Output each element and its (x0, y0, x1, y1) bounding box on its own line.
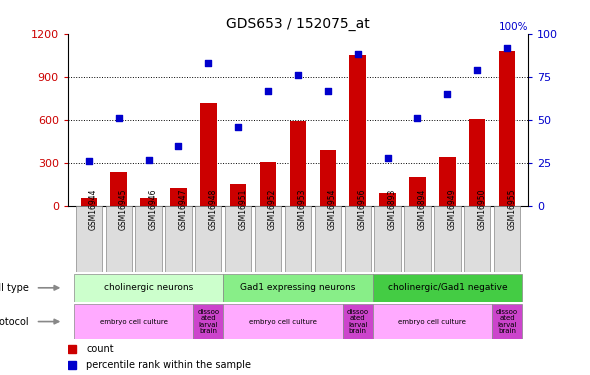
Bar (260, 162, 276, 206)
Text: protocol: protocol (0, 316, 29, 327)
Bar (74, 304, 194, 339)
Text: embryo cell culture: embryo cell culture (249, 319, 317, 324)
Bar (464, 206, 490, 272)
Bar (343, 304, 373, 339)
Text: GSM16955: GSM16955 (507, 189, 516, 230)
Text: GSM16952: GSM16952 (268, 189, 277, 230)
Bar (135, 206, 162, 272)
Text: count: count (86, 344, 114, 354)
Bar (434, 206, 461, 272)
Bar (255, 206, 281, 272)
Text: dissoo
ated
larval
brain: dissoo ated larval brain (496, 309, 518, 334)
Bar (379, 193, 396, 206)
Point (204, 60, 213, 66)
Bar (200, 103, 217, 206)
Bar (140, 198, 157, 206)
Bar (373, 274, 522, 302)
Bar (194, 304, 223, 339)
Text: GSM16954: GSM16954 (328, 189, 337, 230)
Bar (320, 150, 336, 206)
Bar (494, 206, 520, 272)
Bar (439, 157, 455, 206)
Point (234, 124, 243, 130)
Text: GSM16945: GSM16945 (119, 189, 127, 230)
Point (84, 158, 93, 164)
Bar (195, 206, 221, 272)
Point (293, 72, 303, 78)
Bar (349, 56, 366, 206)
Text: GSM16944: GSM16944 (88, 189, 98, 230)
Text: percentile rank within the sample: percentile rank within the sample (86, 360, 251, 370)
Bar (165, 206, 192, 272)
Point (144, 157, 153, 163)
Point (114, 115, 123, 121)
Text: GSM16947: GSM16947 (178, 189, 188, 230)
Text: GSM16956: GSM16956 (358, 189, 367, 230)
Point (383, 155, 392, 161)
Bar (285, 206, 311, 272)
Text: GSM16951: GSM16951 (238, 189, 247, 230)
Bar (110, 172, 127, 206)
Bar (223, 304, 343, 339)
Bar (409, 177, 426, 206)
Text: GSM16946: GSM16946 (149, 189, 158, 230)
Text: cell type: cell type (0, 283, 29, 293)
Title: GDS653 / 152075_at: GDS653 / 152075_at (226, 17, 370, 32)
Text: cholinergic neurons: cholinergic neurons (104, 284, 193, 292)
Text: embryo cell culture: embryo cell culture (100, 319, 168, 324)
Bar (170, 188, 186, 206)
Bar (81, 198, 97, 206)
Point (353, 51, 362, 57)
Point (323, 88, 333, 94)
Text: dissoo
ated
larval
brain: dissoo ated larval brain (197, 309, 219, 334)
Text: Gad1 expressing neurons: Gad1 expressing neurons (240, 284, 356, 292)
Bar (492, 304, 522, 339)
Bar (404, 206, 431, 272)
Point (442, 91, 452, 97)
Bar (76, 206, 102, 272)
Point (173, 143, 183, 149)
Point (413, 115, 422, 121)
Bar (230, 184, 247, 206)
Point (263, 88, 273, 94)
Bar (106, 206, 132, 272)
Point (503, 45, 512, 51)
Bar (74, 274, 223, 302)
Text: cholinergic/Gad1 negative: cholinergic/Gad1 negative (388, 284, 507, 292)
Text: GSM16894: GSM16894 (418, 189, 427, 230)
Bar (499, 51, 515, 206)
Text: GSM16953: GSM16953 (298, 189, 307, 230)
Text: GSM16950: GSM16950 (477, 189, 486, 230)
Bar (225, 206, 251, 272)
Text: dissoo
ated
larval
brain: dissoo ated larval brain (347, 309, 369, 334)
Text: GSM16948: GSM16948 (208, 189, 217, 230)
Bar (469, 118, 486, 206)
Text: embryo cell culture: embryo cell culture (398, 319, 466, 324)
Bar (223, 274, 373, 302)
Text: 100%: 100% (499, 22, 528, 32)
Text: GSM16893: GSM16893 (388, 189, 396, 230)
Bar (345, 206, 371, 272)
Text: GSM16949: GSM16949 (447, 189, 457, 230)
Bar (314, 206, 341, 272)
Bar (375, 206, 401, 272)
Bar (290, 122, 306, 206)
Point (473, 67, 482, 73)
Bar (373, 304, 492, 339)
